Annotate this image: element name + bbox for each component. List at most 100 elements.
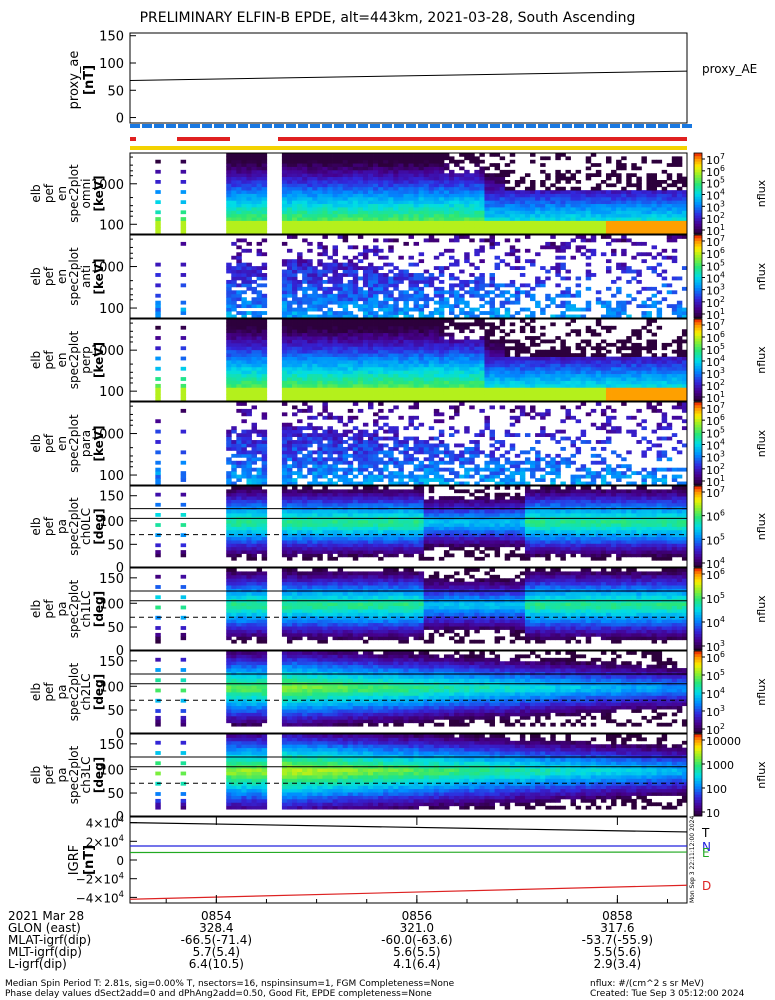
heatmap-cell: [666, 397, 673, 402]
heatmap-cell: [226, 283, 232, 288]
heatmap-cell: [261, 180, 268, 184]
heatmap-cell: [661, 220, 668, 225]
heatmap-cell: [332, 156, 339, 161]
heatmap-cell: [307, 297, 313, 302]
heatmap-cell: [469, 173, 475, 178]
heatmap-cell: [236, 394, 242, 398]
heatmap-cell: [256, 193, 263, 198]
quality-bar-blue: [298, 124, 308, 128]
heatmap-cell: [322, 196, 328, 201]
quality-bar-blue: [598, 124, 608, 128]
heatmap-cell: [302, 329, 308, 334]
heatmap-cell: [676, 380, 683, 385]
heatmap-cell: [428, 235, 435, 239]
heatmap-cell: [342, 176, 349, 181]
heatmap-cell: [489, 223, 495, 228]
heatmap-cell: [231, 339, 237, 344]
heatmap-cell: [317, 183, 323, 188]
page-title: PRELIMINARY ELFIN-B EPDE, alt=443km, 202…: [139, 10, 636, 26]
heatmap-cell: [398, 336, 404, 340]
colorbar-segment: [694, 193, 702, 197]
heatmap-cell: [474, 290, 480, 295]
heatmap-cell: [555, 356, 561, 361]
heatmap-cell: [307, 387, 313, 392]
heatmap-cell: [347, 262, 354, 267]
heatmap-cell: [236, 297, 242, 302]
colorbar-segment: [694, 177, 702, 181]
heatmap-cell: [246, 273, 252, 277]
heatmap-cell: [398, 255, 404, 260]
heatmap-cell: [676, 342, 683, 347]
heatmap-cell: [393, 207, 399, 211]
heatmap-cell: [307, 230, 313, 235]
heatmap-cell: [342, 223, 349, 228]
heatmap-cell: [281, 353, 288, 357]
heatmap-cell: [342, 183, 349, 188]
heatmap-cell: [226, 436, 232, 441]
heatmap-cell: [555, 383, 561, 388]
heatmap-cell: [292, 394, 298, 398]
heatmap-cell: [530, 223, 536, 228]
heatmap-cell: [342, 353, 349, 357]
heatmap-cell: [428, 173, 435, 178]
heatmap-cell: [378, 220, 384, 225]
heatmap-cell: [312, 153, 318, 157]
heatmap-cell: [357, 297, 364, 302]
heatmap-cell: [540, 360, 546, 364]
heatmap-cell: [241, 279, 247, 284]
heatmap-cell: [357, 156, 364, 161]
heatmap-cell: [403, 156, 409, 161]
heatmap-cell: [489, 183, 495, 188]
heatmap-cell: [246, 190, 252, 194]
heatmap-cell: [337, 186, 344, 191]
heatmap-cell: [418, 319, 425, 323]
heatmap-cell: [651, 300, 658, 305]
heatmap-cell: [241, 363, 247, 368]
heatmap-cell: [322, 297, 328, 302]
heatmap-cell: [362, 186, 369, 191]
heatmap-cell: [519, 213, 526, 218]
heatmap-cell: [388, 166, 394, 171]
heatmap-cell: [479, 394, 485, 398]
heatmap-cell: [504, 297, 511, 302]
heatmap-cell: [676, 360, 683, 364]
heatmap-cell: [540, 390, 546, 395]
heatmap-cell: [297, 230, 303, 235]
heatmap-cell: [590, 210, 597, 215]
heatmap-cell: [449, 394, 455, 398]
heatmap-cell: [332, 346, 339, 351]
heatmap-cell: [570, 304, 576, 309]
heatmap-cell: [256, 322, 263, 327]
heatmap-cell: [595, 356, 602, 361]
heatmap-cell: [550, 196, 556, 201]
heatmap-cell: [398, 166, 404, 171]
heatmap-cell: [454, 200, 460, 205]
heatmap-cell: [180, 262, 187, 267]
heatmap-cell: [550, 297, 556, 302]
heatmap-cell: [408, 314, 414, 319]
heatmap-cell: [524, 363, 531, 368]
heatmap-cell: [281, 286, 288, 291]
heatmap-cell: [246, 266, 252, 270]
heatmap-cell: [332, 366, 339, 371]
heatmap-cell: [256, 332, 263, 337]
heatmap-cell: [651, 196, 658, 201]
heatmap-cell: [373, 342, 379, 347]
heatmap-cell: [383, 183, 389, 188]
heatmap-cell: [342, 230, 349, 235]
heatmap-cell: [286, 304, 293, 309]
heatmap-cell: [226, 217, 232, 221]
colorbar-segment: [694, 225, 702, 230]
quality-bar-blue: [550, 124, 560, 128]
heatmap-cell: [342, 266, 349, 270]
heatmap-cell: [302, 238, 308, 243]
heatmap-cell: [236, 190, 242, 194]
heatmap-cell: [600, 377, 607, 381]
heatmap-cell: [347, 339, 354, 344]
heatmap-cell: [423, 356, 430, 361]
heatmap-cell: [550, 339, 556, 344]
heatmap-cell: [494, 213, 501, 218]
heatmap-cell: [459, 346, 465, 351]
heatmap-cell: [362, 269, 369, 274]
heatmap-cell: [226, 227, 232, 232]
